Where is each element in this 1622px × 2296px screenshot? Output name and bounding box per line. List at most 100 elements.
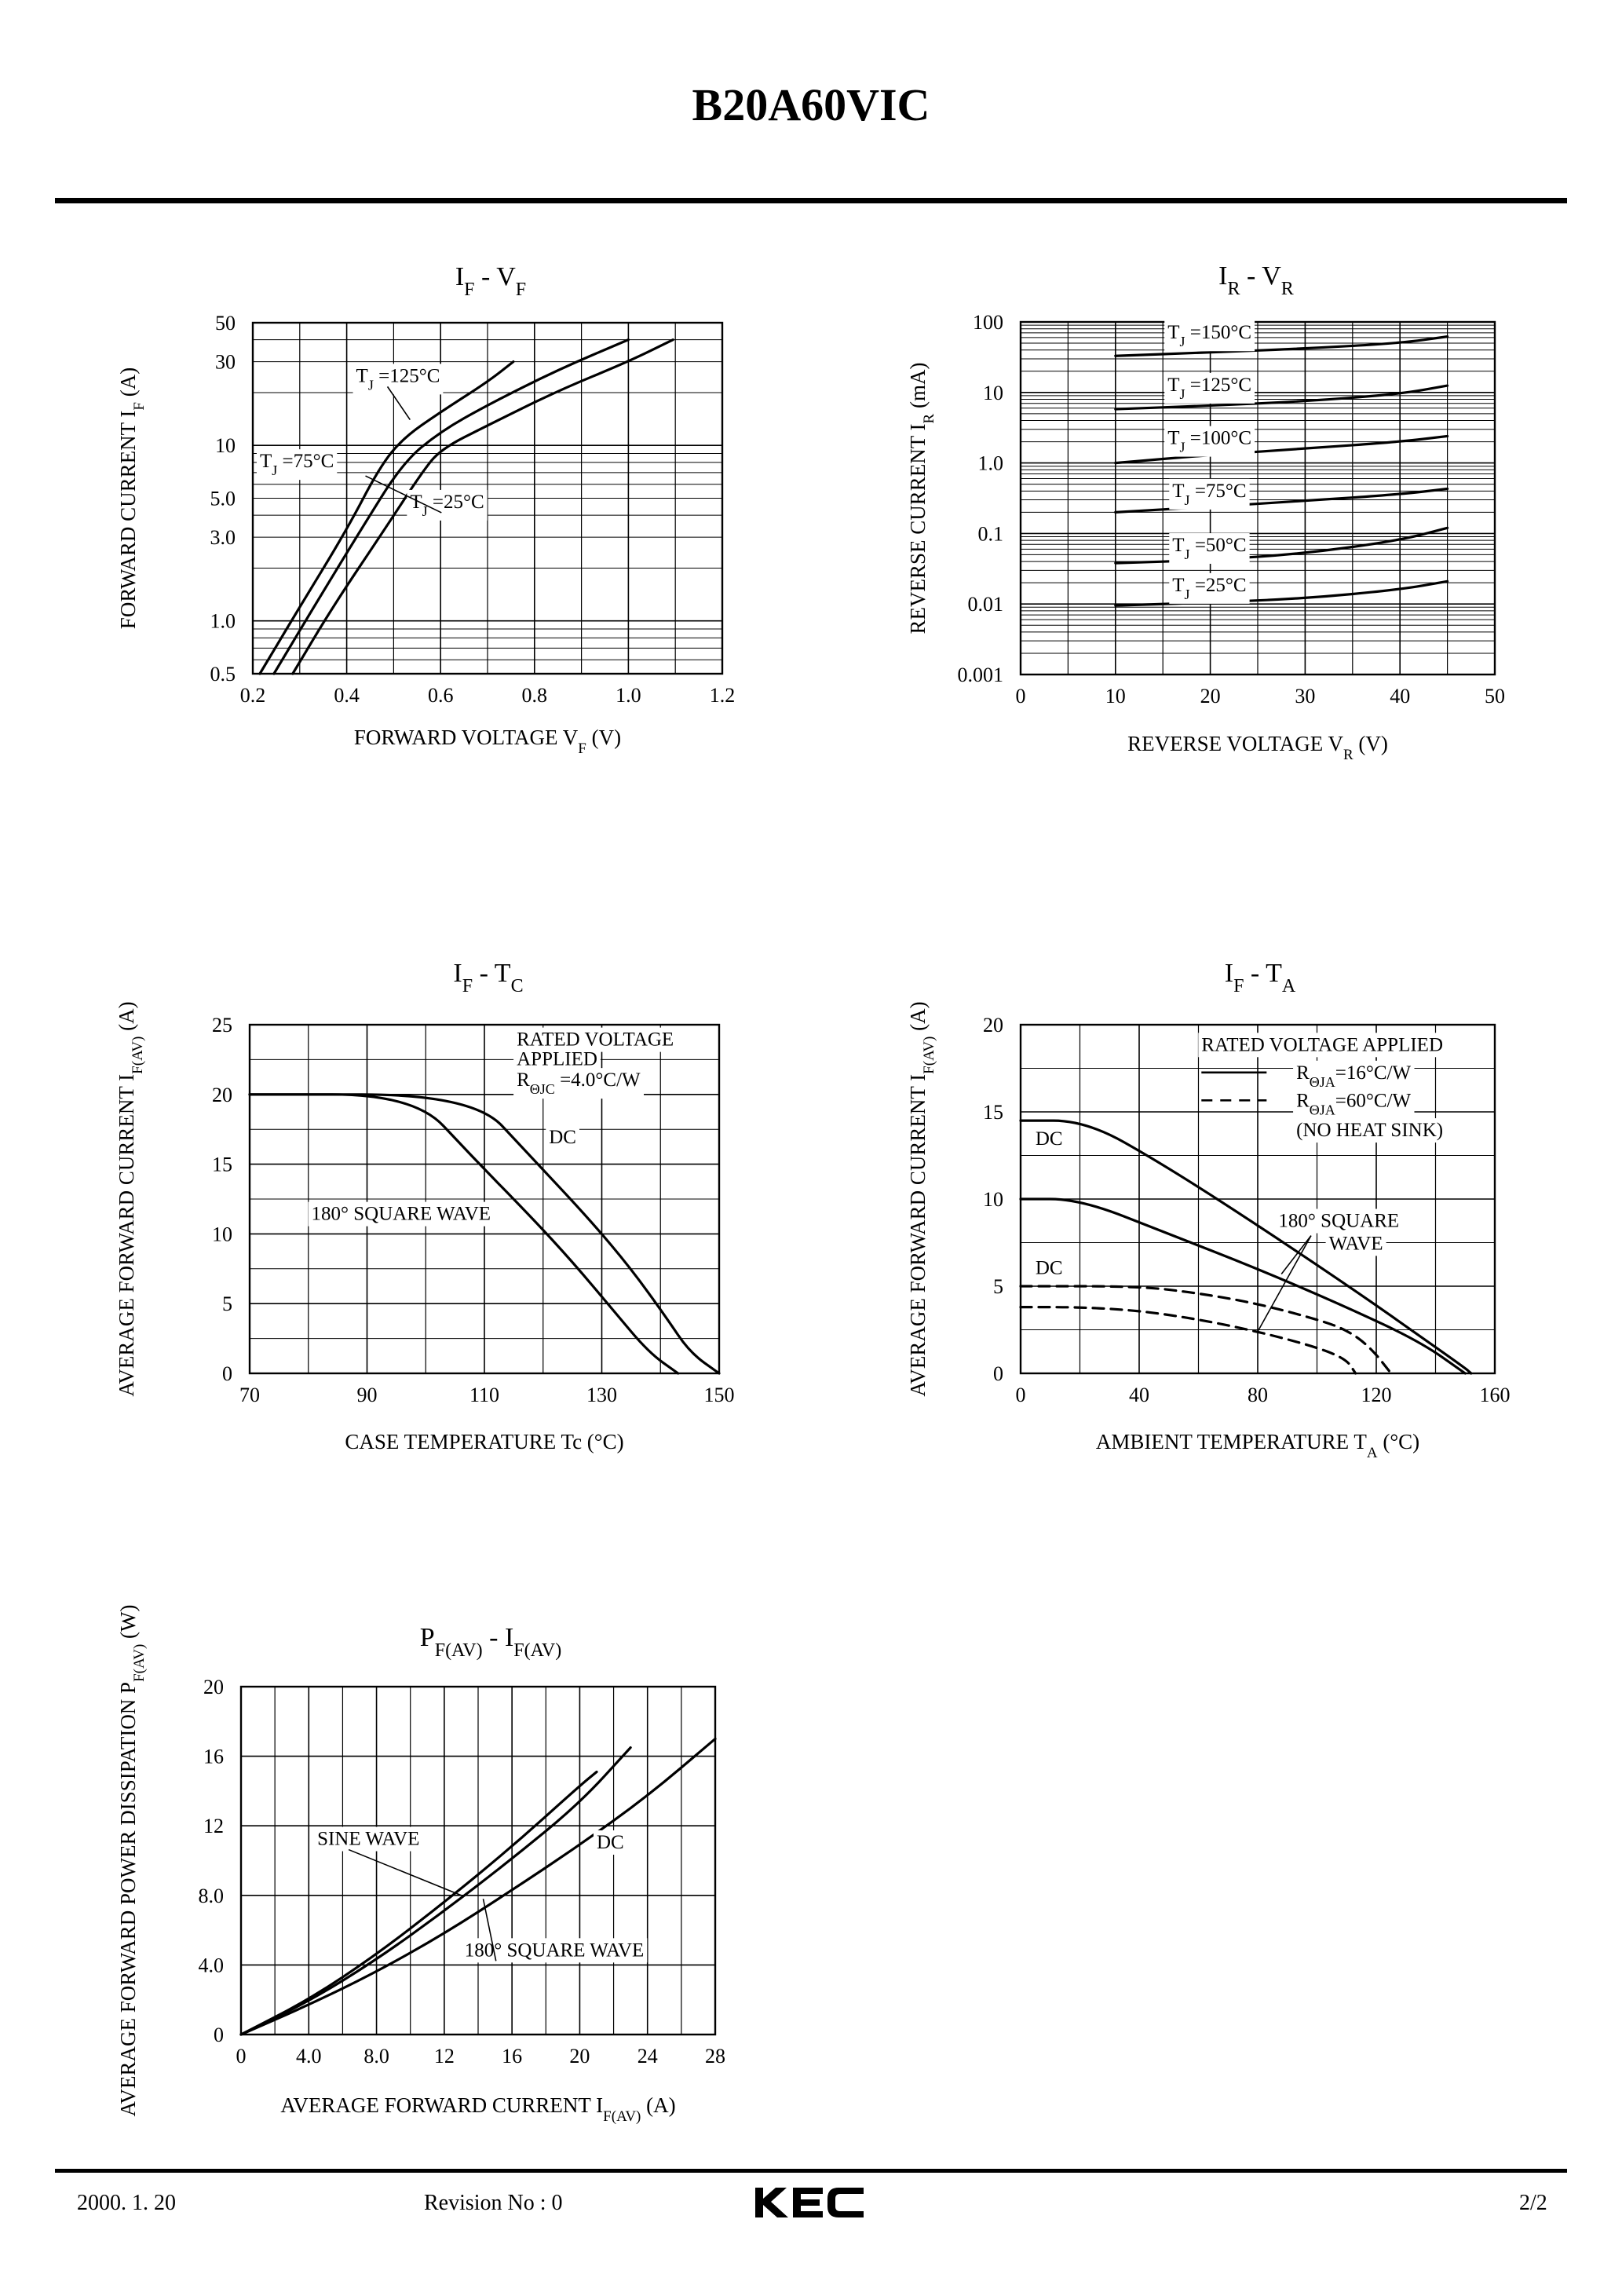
footer-revision: Revision No : 0 — [424, 2191, 563, 2215]
annotation-label: TJ =75°C — [260, 451, 334, 478]
x-tick-label: 40 — [1390, 685, 1410, 707]
x-tick-label: 20 — [1200, 685, 1221, 707]
y-axis-label: FORWARD CURRENT IF (A) — [116, 367, 148, 629]
annotation-label: 180° SQUARE — [1278, 1211, 1399, 1232]
series-line-2 — [248, 1093, 680, 1375]
y-tick-label: 10 — [983, 382, 1003, 404]
y-tick-label: 15 — [983, 1101, 1003, 1124]
annotation-label: RΘJA=16°C/W — [1296, 1062, 1411, 1090]
x-tick-label: 8.0 — [363, 2045, 389, 2067]
plot-area — [248, 1023, 721, 1375]
annotation-backing — [1169, 478, 1250, 510]
annotation-label: TJ =100°C — [1167, 428, 1251, 455]
chart-title: PF(AV) - IF(AV) — [420, 1623, 561, 1661]
y-tick-label: 8.0 — [199, 1885, 225, 1907]
x-tick-label: 90 — [357, 1384, 378, 1406]
annotation-backing — [1293, 1060, 1415, 1091]
annotation-backing — [407, 489, 488, 521]
annotation-label: DC — [1036, 1257, 1063, 1278]
y-tick-label: 1.0 — [210, 610, 236, 633]
x-axis-label: REVERSE VOLTAGE VR (V) — [1127, 732, 1388, 763]
annotation-label: RΘJC =4.0°C/W — [517, 1069, 641, 1097]
y-tick-label: 100 — [973, 311, 1003, 334]
y-tick-label: 20 — [983, 1014, 1003, 1036]
x-tick-label: 110 — [469, 1384, 499, 1406]
x-tick-label: 0 — [1016, 1384, 1026, 1406]
y-axis-label: AVERAGE FORWARD CURRENT IF(AV) (A) — [906, 1001, 937, 1396]
annotation-backing — [1293, 1118, 1447, 1143]
x-tick-label: 24 — [637, 2045, 658, 2067]
annotation-label: RATED VOLTAGE APPLIED — [1201, 1034, 1443, 1055]
y-tick-label: 0 — [993, 1362, 1003, 1385]
annotation-label: SINE WAVE — [317, 1829, 419, 1850]
series-line-1 — [1019, 1119, 1473, 1375]
y-tick-label: 0 — [222, 1362, 232, 1385]
x-tick-label: 28 — [705, 2045, 725, 2067]
y-tick-label: 12 — [203, 1815, 224, 1837]
annotation-backing — [1164, 320, 1255, 352]
y-tick-label: 15 — [212, 1153, 232, 1176]
annotation-leader — [1257, 1235, 1312, 1333]
x-tick-label: 1.2 — [710, 684, 736, 707]
y-tick-label: 5 — [222, 1292, 232, 1315]
annotation-backing — [1275, 1208, 1403, 1234]
annotation-label: RATED VOLTAGE — [517, 1029, 674, 1051]
series-line-2 — [239, 1746, 632, 2036]
plot-frame — [251, 321, 724, 675]
annotation-backing — [1198, 1033, 1447, 1058]
y-tick-label: 5.0 — [210, 488, 236, 510]
y-tick-label: 10 — [212, 1223, 232, 1245]
plot-area — [1019, 1023, 1496, 1375]
x-tick-label: 160 — [1480, 1384, 1511, 1406]
plot-area — [239, 1685, 717, 2036]
annotation-backing — [1169, 572, 1250, 604]
series-line-1 — [248, 1093, 721, 1375]
y-axis-label: REVERSE CURRENT IR (mA) — [906, 363, 937, 634]
y-tick-label: 0 — [214, 2024, 224, 2046]
annotation-label: TJ =50°C — [1172, 535, 1246, 562]
annotation-backing — [1032, 1256, 1066, 1281]
x-tick-label: 1.0 — [616, 684, 641, 707]
series-line-1 — [239, 1770, 598, 2036]
annotation-label: DC — [597, 1832, 624, 1853]
annotation-label: DC — [549, 1127, 576, 1148]
x-tick-label: 40 — [1129, 1384, 1149, 1406]
series-line-2 — [1114, 384, 1449, 411]
annotation-backing — [513, 1068, 645, 1099]
plot-frame — [1019, 320, 1496, 676]
annotation-backing — [308, 1201, 495, 1227]
annotation-label: 180° SQUARE WAVE — [465, 1940, 645, 1961]
x-tick-label: 70 — [239, 1384, 260, 1406]
annotation-leader — [1280, 1235, 1312, 1274]
annotation-leader — [348, 1848, 462, 1896]
series-line-4 — [1019, 1306, 1357, 1375]
y-tick-label: 0.01 — [968, 593, 1004, 616]
y-tick-label: 10 — [983, 1188, 1003, 1211]
chart-title: IF - TA — [1225, 959, 1296, 996]
x-tick-label: 80 — [1248, 1384, 1268, 1406]
annotation-label: TJ =125°C — [356, 365, 440, 393]
series-line-1 — [1114, 335, 1449, 357]
y-tick-label: 20 — [212, 1084, 232, 1106]
series-line-2 — [1019, 1197, 1467, 1375]
annotation-label: TJ =75°C — [1172, 481, 1246, 508]
annotation-backing — [353, 364, 444, 395]
document-title: B20A60VIC — [692, 79, 930, 130]
plot-frame — [239, 1685, 717, 2036]
annotation-label: TJ =25°C — [410, 492, 484, 519]
y-tick-label: 0.5 — [210, 663, 236, 686]
annotation-backing — [314, 1826, 423, 1852]
annotation-backing — [1293, 1088, 1415, 1120]
annotation-label: 180° SQUARE WAVE — [311, 1204, 491, 1225]
annotation-label: TJ =125°C — [1167, 375, 1251, 402]
series-line-3 — [291, 338, 674, 675]
x-tick-label: 16 — [502, 2045, 522, 2067]
annotation-label: DC — [1036, 1128, 1063, 1150]
x-axis-label: CASE TEMPERATURE Tc (°C) — [345, 1430, 623, 1453]
annotation-label: RΘJA=60°C/W — [1296, 1090, 1411, 1117]
chart-title: IF - TC — [453, 959, 523, 996]
annotation-backing — [546, 1124, 579, 1150]
